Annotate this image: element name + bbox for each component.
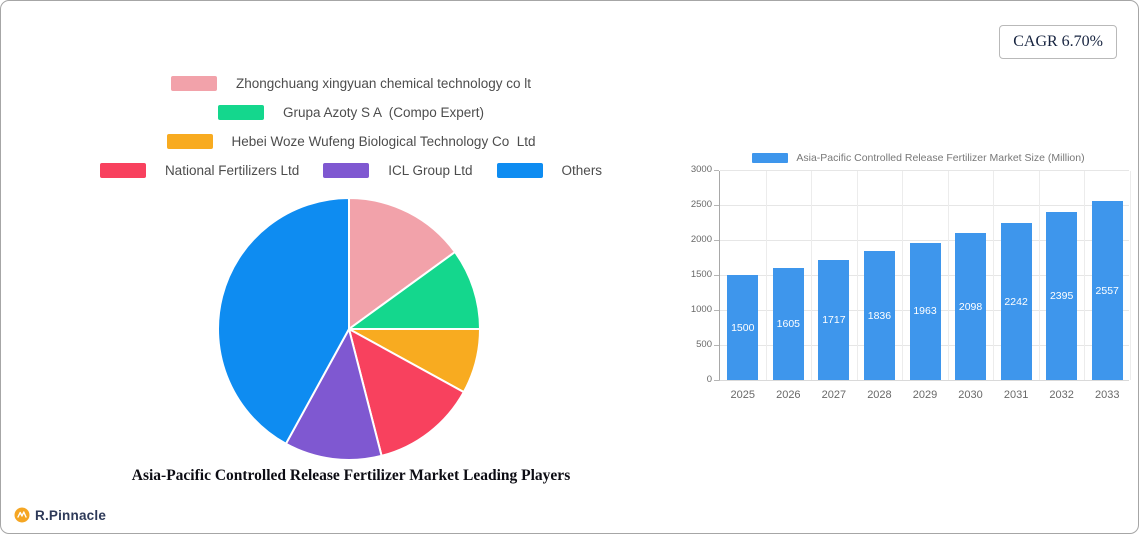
bar-value-label: 1836 bbox=[867, 309, 892, 322]
bar-2033: 2557 bbox=[1091, 201, 1123, 380]
bar-value-label: 1717 bbox=[822, 313, 846, 326]
brand-logo: R.Pinnacle bbox=[14, 507, 106, 523]
pie-legend-row: National Fertilizers Ltd ICL Group Ltd Oth… bbox=[11, 162, 691, 178]
y-axis-label: 2500 bbox=[690, 199, 712, 210]
y-axis-tick bbox=[714, 309, 719, 311]
legend-label: ICL Group Ltd bbox=[388, 162, 473, 178]
bar-2025: 1500 bbox=[727, 275, 759, 380]
x-axis-label: 2027 bbox=[821, 389, 847, 401]
bar-value-label: 2242 bbox=[1004, 295, 1028, 308]
bar-value-label: 1605 bbox=[776, 317, 800, 330]
pie-legend-row: Zhongchuang xingyuan chemical technology… bbox=[11, 75, 691, 91]
pie-legend-item: ICL Group Ltd bbox=[323, 162, 473, 178]
pie-legend-item: Hebei Woze Wufeng Biological Technology … bbox=[166, 133, 536, 149]
gridline-h bbox=[720, 239, 1129, 241]
bar-value-label: 2557 bbox=[1095, 284, 1119, 297]
gridline-v bbox=[901, 171, 903, 380]
bar-value-label: 1963 bbox=[913, 305, 937, 318]
y-axis-tick bbox=[714, 204, 719, 206]
bar-2029: 1963 bbox=[909, 242, 941, 380]
legend-swatch bbox=[99, 162, 146, 178]
pie-legend-item: Zhongchuang xingyuan chemical technology… bbox=[171, 75, 531, 91]
bar-value-label: 2098 bbox=[958, 300, 983, 313]
legend-swatch bbox=[323, 162, 370, 178]
legend-label: Hebei Woze Wufeng Biological Technology … bbox=[231, 133, 536, 149]
pie-slice-5 bbox=[217, 197, 350, 445]
x-axis-label: 2028 bbox=[867, 389, 892, 401]
bar-2026: 1605 bbox=[772, 267, 804, 380]
bar-2031: 2242 bbox=[1000, 223, 1032, 380]
x-axis-label: 2031 bbox=[1003, 389, 1029, 401]
gridline-v bbox=[992, 171, 994, 380]
cagr-label: CAGR 6.70% bbox=[1013, 33, 1103, 50]
bar-2028: 1836 bbox=[863, 251, 895, 380]
bar-value-label: 1500 bbox=[731, 321, 755, 334]
pie-slice-0 bbox=[348, 197, 456, 330]
pie-chart bbox=[217, 197, 481, 461]
pie-slice-3 bbox=[348, 328, 465, 457]
legend-swatch bbox=[171, 75, 218, 91]
x-axis-label: 2032 bbox=[1049, 389, 1074, 401]
y-axis-label: 1500 bbox=[690, 269, 712, 280]
y-axis-tick bbox=[714, 169, 719, 171]
x-axis-label: 2025 bbox=[730, 389, 756, 401]
gridline-v bbox=[765, 171, 767, 380]
bar-value-label: 2395 bbox=[1049, 290, 1074, 303]
bar-2027: 1717 bbox=[818, 259, 850, 380]
pie-legend: Zhongchuang xingyuan chemical technology… bbox=[11, 75, 691, 191]
y-axis-tick bbox=[714, 344, 719, 346]
y-axis-label: 1000 bbox=[690, 304, 712, 315]
bar-chart-plot-area: 0 500 1000 1500 2000 2500 3000 1500 2025 1605 2026… bbox=[691, 165, 1131, 401]
pie-legend-item: National Fertilizers Ltd bbox=[99, 162, 300, 178]
pie-legend-item: Others bbox=[496, 162, 603, 178]
y-axis-tick bbox=[714, 239, 719, 241]
y-axis-label: 500 bbox=[696, 339, 712, 350]
bar-legend-label: Asia-Pacific Controlled Release Fertiliz… bbox=[796, 152, 1085, 164]
gridline-v bbox=[1083, 171, 1085, 380]
legend-label: National Fertilizers Ltd bbox=[164, 162, 300, 178]
gridline-v bbox=[810, 171, 812, 380]
gridline-v bbox=[947, 171, 949, 380]
pie-slice-1 bbox=[348, 251, 481, 330]
pie-slice-4 bbox=[284, 328, 383, 461]
x-axis-label: 2033 bbox=[1094, 389, 1120, 401]
legend-label: Grupa Azoty S A (Compo Expert) bbox=[282, 104, 485, 120]
bar-chart-legend: Asia-Pacific Controlled Release Fertiliz… bbox=[696, 146, 1138, 164]
y-axis-tick bbox=[714, 379, 719, 381]
bar-chart-section: Asia-Pacific Controlled Release Fertiliz… bbox=[691, 146, 1138, 421]
gridline-v bbox=[1129, 171, 1131, 380]
y-axis-label: 2000 bbox=[690, 234, 712, 245]
bar-legend-swatch bbox=[752, 153, 789, 163]
x-axis-label: 2026 bbox=[776, 389, 801, 401]
legend-swatch bbox=[496, 162, 543, 178]
y-axis-tick bbox=[714, 274, 719, 276]
brand-logo-text: R.Pinnacle bbox=[35, 507, 107, 523]
gridline-v bbox=[856, 171, 858, 380]
legend-label: Zhongchuang xingyuan chemical technology… bbox=[236, 75, 531, 91]
y-axis-label: 0 bbox=[706, 374, 712, 385]
y-axis-label: 3000 bbox=[690, 164, 712, 175]
legend-swatch bbox=[166, 133, 213, 149]
pie-legend-item: Grupa Azoty S A (Compo Expert) bbox=[217, 104, 485, 120]
legend-label: Others bbox=[561, 162, 603, 178]
legend-swatch bbox=[217, 104, 264, 120]
brand-logo-icon bbox=[14, 507, 30, 523]
x-axis-label: 2029 bbox=[912, 389, 938, 401]
pie-legend-row: Grupa Azoty S A (Compo Expert) bbox=[11, 104, 691, 120]
gridline-h bbox=[720, 169, 1129, 171]
bar-2032: 2395 bbox=[1046, 212, 1078, 380]
bar-2030: 2098 bbox=[955, 233, 987, 380]
gridline-v bbox=[1038, 171, 1040, 380]
cagr-badge: CAGR 6.70% bbox=[999, 25, 1117, 59]
x-axis-label: 2030 bbox=[958, 389, 983, 401]
pie-chart-title: Asia-Pacific Controlled Release Fertiliz… bbox=[131, 467, 571, 484]
gridline-h bbox=[720, 204, 1129, 206]
pie-legend-row: Hebei Woze Wufeng Biological Technology … bbox=[11, 133, 691, 149]
